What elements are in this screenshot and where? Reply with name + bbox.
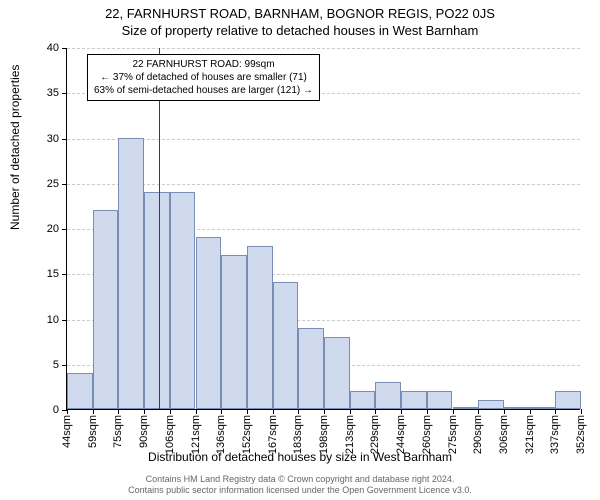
chart-title-sub: Size of property relative to detached ho… bbox=[0, 21, 600, 38]
x-tick bbox=[401, 409, 402, 414]
x-tick-label: 321sqm bbox=[524, 415, 536, 454]
y-tick bbox=[62, 274, 67, 275]
info-box-line: ← 37% of detached of houses are smaller … bbox=[94, 71, 313, 84]
bar bbox=[144, 192, 170, 409]
x-tick-label: 260sqm bbox=[421, 415, 433, 454]
x-tick-label: 183sqm bbox=[292, 415, 304, 454]
info-box: 22 FARNHURST ROAD: 99sqm← 37% of detache… bbox=[87, 54, 320, 101]
x-tick bbox=[196, 409, 197, 414]
x-tick-label: 213sqm bbox=[344, 415, 356, 454]
bar bbox=[350, 391, 376, 409]
x-tick bbox=[298, 409, 299, 414]
x-tick bbox=[504, 409, 505, 414]
x-tick bbox=[427, 409, 428, 414]
info-box-line: 63% of semi-detached houses are larger (… bbox=[94, 84, 313, 97]
x-tick-label: 275sqm bbox=[447, 415, 459, 454]
y-tick bbox=[62, 229, 67, 230]
y-tick-label: 5 bbox=[53, 359, 59, 371]
y-tick bbox=[62, 365, 67, 366]
x-tick-label: 337sqm bbox=[549, 415, 561, 454]
y-tick-label: 0 bbox=[53, 404, 59, 416]
footer-attribution: Contains HM Land Registry data © Crown c… bbox=[0, 474, 600, 496]
bar bbox=[453, 407, 479, 409]
bar bbox=[427, 391, 453, 409]
chart-plot-area: 051015202530354044sqm59sqm75sqm90sqm106s… bbox=[66, 48, 580, 410]
x-tick-label: 152sqm bbox=[241, 415, 253, 454]
x-tick bbox=[247, 409, 248, 414]
info-box-line: 22 FARNHURST ROAD: 99sqm bbox=[94, 58, 313, 71]
x-tick bbox=[273, 409, 274, 414]
bar bbox=[530, 407, 556, 409]
y-tick-label: 30 bbox=[47, 133, 59, 145]
x-tick bbox=[221, 409, 222, 414]
x-tick-label: 44sqm bbox=[61, 415, 73, 448]
x-tick bbox=[144, 409, 145, 414]
x-tick bbox=[118, 409, 119, 414]
y-tick bbox=[62, 184, 67, 185]
x-tick-label: 290sqm bbox=[472, 415, 484, 454]
x-tick-label: 229sqm bbox=[369, 415, 381, 454]
bar bbox=[118, 138, 144, 410]
y-tick-label: 10 bbox=[47, 314, 59, 326]
x-tick-label: 136sqm bbox=[215, 415, 227, 454]
x-tick bbox=[93, 409, 94, 414]
x-tick-label: 59sqm bbox=[87, 415, 99, 448]
grid-line bbox=[67, 48, 580, 49]
x-tick-label: 121sqm bbox=[190, 415, 202, 454]
x-tick-label: 244sqm bbox=[395, 415, 407, 454]
bar bbox=[401, 391, 427, 409]
bar bbox=[247, 246, 273, 409]
y-tick-label: 15 bbox=[47, 268, 59, 280]
y-tick-label: 40 bbox=[47, 42, 59, 54]
bar bbox=[170, 192, 196, 409]
x-tick-label: 75sqm bbox=[112, 415, 124, 448]
x-tick bbox=[170, 409, 171, 414]
y-tick-label: 35 bbox=[47, 87, 59, 99]
bar bbox=[324, 337, 350, 409]
bar bbox=[221, 255, 247, 409]
x-tick bbox=[530, 409, 531, 414]
y-tick bbox=[62, 48, 67, 49]
x-tick-label: 306sqm bbox=[498, 415, 510, 454]
x-tick bbox=[375, 409, 376, 414]
y-tick bbox=[62, 320, 67, 321]
x-tick-label: 352sqm bbox=[575, 415, 587, 454]
bar bbox=[196, 237, 222, 409]
x-tick bbox=[555, 409, 556, 414]
y-tick-label: 25 bbox=[47, 178, 59, 190]
footer-line-2: Contains public sector information licen… bbox=[0, 485, 600, 496]
x-tick-label: 106sqm bbox=[164, 415, 176, 454]
bar bbox=[67, 373, 93, 409]
y-tick bbox=[62, 93, 67, 94]
x-tick-label: 167sqm bbox=[267, 415, 279, 454]
x-tick bbox=[478, 409, 479, 414]
x-tick bbox=[581, 409, 582, 414]
bar bbox=[555, 391, 581, 409]
bar bbox=[478, 400, 504, 409]
x-tick bbox=[324, 409, 325, 414]
bar bbox=[375, 382, 401, 409]
x-tick bbox=[453, 409, 454, 414]
bar bbox=[504, 407, 530, 409]
x-tick-label: 90sqm bbox=[138, 415, 150, 448]
bar bbox=[273, 282, 299, 409]
reference-line bbox=[159, 48, 160, 409]
footer-line-1: Contains HM Land Registry data © Crown c… bbox=[0, 474, 600, 485]
x-tick bbox=[350, 409, 351, 414]
bar bbox=[93, 210, 119, 409]
y-tick-label: 20 bbox=[47, 223, 59, 235]
bar bbox=[298, 328, 324, 409]
x-axis-label: Distribution of detached houses by size … bbox=[0, 450, 600, 464]
x-tick bbox=[67, 409, 68, 414]
x-tick-label: 198sqm bbox=[318, 415, 330, 454]
y-tick bbox=[62, 139, 67, 140]
y-axis-label: Number of detached properties bbox=[8, 65, 22, 230]
chart-title-main: 22, FARNHURST ROAD, BARNHAM, BOGNOR REGI… bbox=[0, 0, 600, 21]
